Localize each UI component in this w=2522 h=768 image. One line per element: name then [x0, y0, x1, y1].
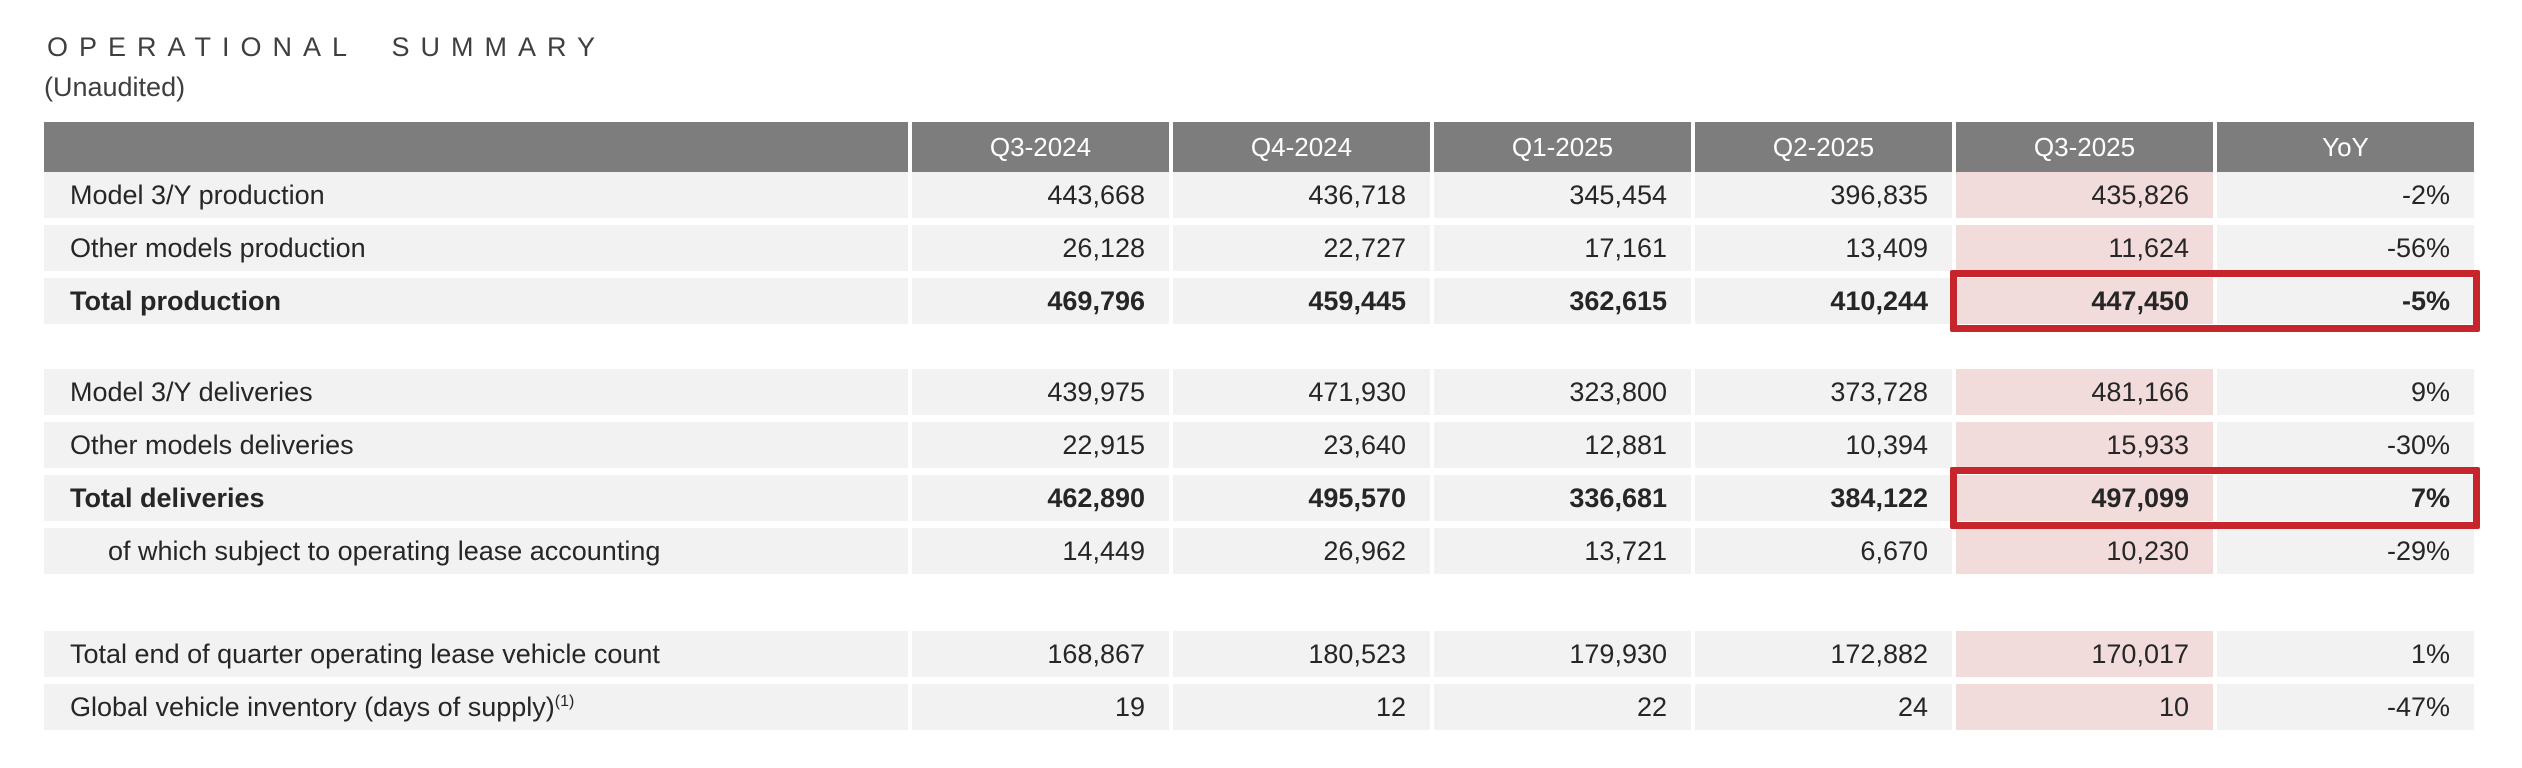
value-cell-q4-2024: 436,718	[1173, 172, 1430, 218]
page-title: OPERATIONAL SUMMARY	[47, 32, 607, 62]
value-cell-q1-2025: 12,881	[1434, 422, 1691, 468]
value-cell-yoy: 1%	[2217, 631, 2474, 677]
value-cell-q1-2025: 22	[1434, 684, 1691, 730]
value-cell-yoy: -2%	[2217, 172, 2474, 218]
row-label-text: Other models deliveries	[70, 430, 354, 460]
value-cell-q3-2024: 469,796	[912, 278, 1169, 324]
operational-summary-table: Q3-2024 Q4-2024 Q1-2025 Q2-2025 Q3-2025 YoY M…	[44, 122, 2480, 730]
value-cell-q2-2025: 10,394	[1695, 422, 1952, 468]
value-cell-q3-2024: 26,128	[912, 225, 1169, 271]
value-cell-q2-2025: 172,882	[1695, 631, 1952, 677]
table-row-other-models-production: Other models production 26,128 22,727 17,16…	[44, 225, 2478, 271]
header-cell-q3-2025: Q3-2025	[1956, 122, 2213, 172]
section-spacer	[44, 574, 2478, 624]
table-row-other-models-deliveries: Other models deliveries 22,915 23,640 12,88…	[44, 422, 2478, 468]
row-label-text: Other models production	[70, 233, 366, 263]
value-cell-q4-2024: 459,445	[1173, 278, 1430, 324]
header-cell-q4-2024: Q4-2024	[1173, 122, 1430, 172]
value-cell-q4-2024: 495,570	[1173, 475, 1430, 521]
header-cell-q3-2024: Q3-2024	[912, 122, 1169, 172]
row-label: Total production	[44, 278, 908, 324]
value-cell-q3-2025: 11,624	[1956, 225, 2213, 271]
row-label: Global vehicle inventory (days of supply…	[44, 684, 908, 730]
header-cell-q2-2025: Q2-2025	[1695, 122, 1952, 172]
value-cell-q4-2024: 12	[1173, 684, 1430, 730]
value-cell-q1-2025: 336,681	[1434, 475, 1691, 521]
table-row-global-vehicle-inventory-days-of-supply: Global vehicle inventory (days of supply…	[44, 684, 2478, 730]
value-cell-q2-2025: 24	[1695, 684, 1952, 730]
value-cell-yoy: 9%	[2217, 369, 2474, 415]
value-cell-q3-2025: 170,017	[1956, 631, 2213, 677]
row-label-text: Total end of quarter operating lease veh…	[70, 639, 660, 669]
row-label: Model 3/Y deliveries	[44, 369, 908, 415]
value-cell-q1-2025: 179,930	[1434, 631, 1691, 677]
value-cell-q4-2024: 180,523	[1173, 631, 1430, 677]
row-label: Total end of quarter operating lease veh…	[44, 631, 908, 677]
value-cell-yoy: -5%	[2217, 278, 2474, 324]
value-cell-q4-2024: 471,930	[1173, 369, 1430, 415]
value-cell-q3-2024: 19	[912, 684, 1169, 730]
value-cell-yoy: -30%	[2217, 422, 2474, 468]
page-subtitle: (Unaudited)	[44, 72, 186, 102]
table-row-total-end-of-quarter-operating-lease-vehicle-count: Total end of quarter operating lease veh…	[44, 631, 2478, 677]
row-label: of which subject to operating lease acco…	[44, 528, 908, 574]
value-cell-q3-2025: 447,450	[1956, 278, 2213, 324]
value-cell-q1-2025: 323,800	[1434, 369, 1691, 415]
value-cell-q4-2024: 22,727	[1173, 225, 1430, 271]
table-row-total-production: Total production 469,796 459,445 362,615 410…	[44, 270, 2480, 332]
row-label-text: Total deliveries	[70, 483, 265, 513]
row-label-text: Model 3/Y production	[70, 180, 325, 210]
row-label: Total deliveries	[44, 475, 908, 521]
value-cell-q3-2024: 14,449	[912, 528, 1169, 574]
value-cell-q2-2025: 384,122	[1695, 475, 1952, 521]
value-cell-q3-2024: 443,668	[912, 172, 1169, 218]
row-label: Model 3/Y production	[44, 172, 908, 218]
value-cell-yoy: 7%	[2217, 475, 2474, 521]
section-spacer	[44, 324, 2478, 362]
table-header-row: Q3-2024 Q4-2024 Q1-2025 Q2-2025 Q3-2025 YoY	[44, 122, 2478, 172]
value-cell-q2-2025: 13,409	[1695, 225, 1952, 271]
row-label-text: Total production	[70, 286, 281, 316]
row-label: Other models production	[44, 225, 908, 271]
value-cell-yoy: -47%	[2217, 684, 2474, 730]
value-cell-q3-2025: 15,933	[1956, 422, 2213, 468]
value-cell-yoy: -56%	[2217, 225, 2474, 271]
value-cell-q3-2024: 462,890	[912, 475, 1169, 521]
value-cell-q3-2025: 435,826	[1956, 172, 2213, 218]
value-cell-q3-2025: 481,166	[1956, 369, 2213, 415]
table-row-model-3-y-deliveries: Model 3/Y deliveries 439,975 471,930 323,80…	[44, 369, 2478, 415]
value-cell-q2-2025: 410,244	[1695, 278, 1952, 324]
value-cell-q1-2025: 345,454	[1434, 172, 1691, 218]
header-cell-yoy: YoY	[2217, 122, 2474, 172]
value-cell-q3-2025: 10	[1956, 684, 2213, 730]
header-cell-q1-2025: Q1-2025	[1434, 122, 1691, 172]
value-cell-q2-2025: 6,670	[1695, 528, 1952, 574]
value-cell-q1-2025: 13,721	[1434, 528, 1691, 574]
row-label-text: Model 3/Y deliveries	[70, 377, 313, 407]
value-cell-yoy: -29%	[2217, 528, 2474, 574]
table-body: Model 3/Y production 443,668 436,718 345,45…	[44, 172, 2480, 730]
value-cell-q2-2025: 396,835	[1695, 172, 1952, 218]
value-cell-q4-2024: 23,640	[1173, 422, 1430, 468]
value-cell-q2-2025: 373,728	[1695, 369, 1952, 415]
header-cell-blank	[44, 122, 908, 172]
value-cell-q4-2024: 26,962	[1173, 528, 1430, 574]
value-cell-q1-2025: 17,161	[1434, 225, 1691, 271]
value-cell-q1-2025: 362,615	[1434, 278, 1691, 324]
footnote-marker: (1)	[554, 693, 575, 710]
row-label-text: of which subject to operating lease acco…	[108, 536, 661, 566]
row-label-text: Global vehicle inventory (days of supply…	[70, 692, 555, 722]
value-cell-q3-2025: 497,099	[1956, 475, 2213, 521]
table-row-of-which-subject-to-operating-lease-accounting: of which subject to operating lease acco…	[44, 528, 2478, 574]
value-cell-q3-2024: 439,975	[912, 369, 1169, 415]
row-label: Other models deliveries	[44, 422, 908, 468]
value-cell-q3-2024: 22,915	[912, 422, 1169, 468]
table-row-model-3-y-production: Model 3/Y production 443,668 436,718 345,45…	[44, 172, 2478, 218]
table-row-total-deliveries: Total deliveries 462,890 495,570 336,681 384…	[44, 467, 2480, 529]
value-cell-q3-2025: 10,230	[1956, 528, 2213, 574]
value-cell-q3-2024: 168,867	[912, 631, 1169, 677]
